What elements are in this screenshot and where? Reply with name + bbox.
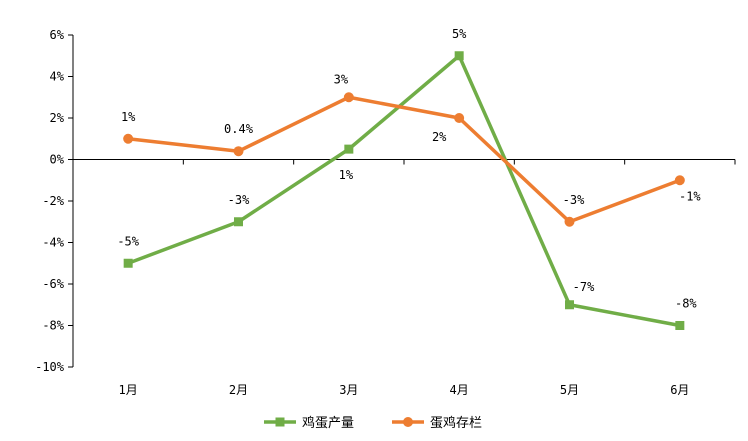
series-layer xyxy=(123,51,685,330)
data-label: -7% xyxy=(573,280,595,294)
x-tick-label: 5月 xyxy=(560,383,579,397)
data-label: 3% xyxy=(334,72,349,86)
data-label: 2% xyxy=(432,130,447,144)
data-label: -3% xyxy=(228,193,250,207)
y-tick-label: -4% xyxy=(42,236,64,250)
data-point xyxy=(234,217,243,227)
y-tick-label: -2% xyxy=(42,194,64,208)
data-point xyxy=(343,92,354,103)
data-point xyxy=(564,216,575,227)
x-tick-label: 1月 xyxy=(119,383,138,397)
data-point xyxy=(565,300,574,310)
legend-marker xyxy=(275,417,285,427)
legend: 鸡蛋产量 蛋鸡存栏 xyxy=(264,415,482,431)
data-label: 1% xyxy=(339,168,354,182)
series-line xyxy=(127,54,681,328)
x-tick-label: 3月 xyxy=(339,383,358,397)
data-point xyxy=(123,258,133,268)
data-label: -5% xyxy=(117,234,139,248)
legend-label: 鸡蛋产量 xyxy=(302,415,354,431)
data-point xyxy=(454,113,465,123)
legend-marker xyxy=(403,417,413,427)
data-point xyxy=(344,144,354,154)
data-label: -8% xyxy=(675,297,697,311)
y-tick-label: 6% xyxy=(50,28,65,42)
data-label: -1% xyxy=(679,189,701,203)
y-tick-label: -8% xyxy=(42,319,64,333)
y-tick-label: -10% xyxy=(35,360,65,374)
data-point xyxy=(675,321,685,330)
y-tick-label: 2% xyxy=(50,111,65,125)
data-label: -3% xyxy=(563,193,585,207)
data-label: 1% xyxy=(121,110,136,124)
data-point xyxy=(454,51,464,61)
data-point xyxy=(233,146,244,157)
x-tick-label: 4月 xyxy=(450,383,469,397)
y-tick-label: 4% xyxy=(50,70,65,84)
data-point xyxy=(123,133,134,144)
legend-label: 蛋鸡存栏 xyxy=(430,415,482,431)
y-tick-label: -6% xyxy=(42,277,64,291)
data-point xyxy=(674,175,685,186)
y-axis: 6% 4% 2% 0% -2% -4% -6% -8% -10% xyxy=(35,28,74,374)
x-tick-label: 6月 xyxy=(670,383,689,397)
data-label: 5% xyxy=(452,27,467,41)
series-line xyxy=(127,95,681,224)
y-tick-label: 0% xyxy=(50,153,65,167)
data-labels: -5% -3% 1% 5% -7% -8% 1% 0.4% 3% 2% -3% -1% xyxy=(117,27,701,311)
data-label: 0.4% xyxy=(224,122,254,136)
x-axis: 1月 2月 3月 4月 5月 6月 xyxy=(72,159,736,397)
x-tick-label: 2月 xyxy=(229,383,248,397)
